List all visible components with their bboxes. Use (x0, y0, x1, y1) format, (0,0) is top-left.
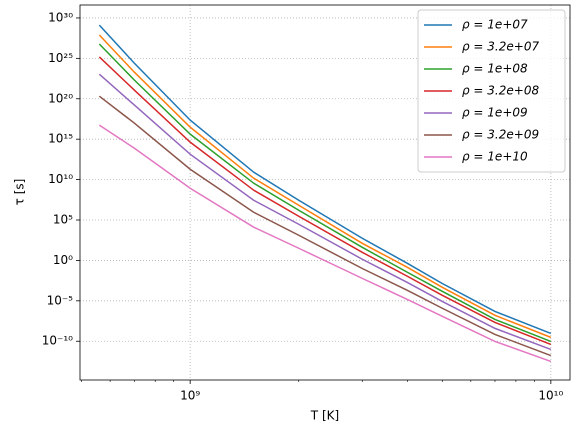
y-tick-label: 10¹⁵ (48, 132, 73, 146)
x-axis-label: T [K] (310, 409, 339, 423)
legend-label: ρ = 3.2e+08 (462, 84, 539, 98)
x-tick-label: 10¹⁰ (538, 389, 563, 403)
y-tick-label: 10¹⁰ (48, 172, 73, 186)
y-tick-label: 10²⁰ (48, 91, 73, 105)
series-line (98, 95, 552, 357)
y-tick-label: 10²⁵ (48, 51, 73, 65)
x-tick-label: 10⁹ (180, 389, 200, 403)
series-line (98, 43, 552, 343)
series-line (98, 124, 552, 363)
legend-box (417, 9, 566, 173)
series-line (98, 24, 552, 335)
plot-frame (79, 4, 571, 381)
legend-label: ρ = 1e+08 (462, 62, 528, 76)
y-tick-label: 10⁵ (53, 213, 73, 227)
series-line (98, 34, 552, 339)
y-tick-label: 10⁰ (53, 253, 73, 267)
series-line (98, 56, 552, 346)
legend-label: ρ = 3.2e+09 (462, 128, 539, 142)
y-axis-label: τ [s] (13, 179, 27, 206)
y-tick-label: 10⁻⁵ (47, 293, 74, 307)
legend: ρ = 1e+07 ρ = 3.2e+07 ρ = 1e+08 ρ = 3.2e+08… (417, 9, 566, 173)
legend-label: ρ = 3.2e+07 (462, 40, 539, 54)
series-line (98, 73, 552, 351)
y-tick-label: 10³⁰ (48, 10, 73, 24)
legend-label: ρ = 1e+07 (462, 18, 528, 32)
legend-label: ρ = 1e+10 (462, 150, 528, 164)
y-tick-label: 10⁻¹⁰ (42, 334, 73, 348)
legend-label: ρ = 1e+09 (462, 106, 528, 120)
